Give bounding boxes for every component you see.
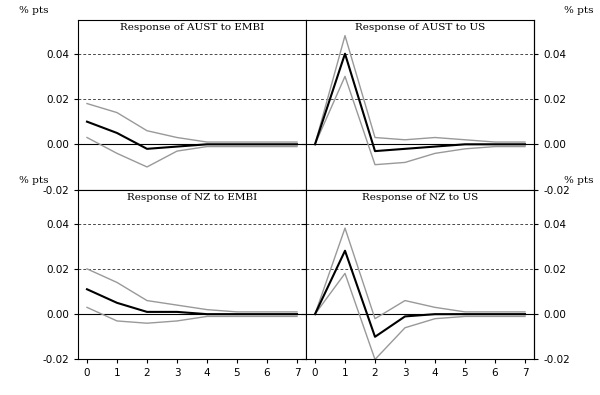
Text: % pts: % pts — [563, 175, 593, 184]
Text: % pts: % pts — [19, 6, 49, 15]
Text: % pts: % pts — [19, 175, 49, 184]
Text: Response of NZ to EMBI: Response of NZ to EMBI — [127, 193, 257, 202]
Text: Response of NZ to US: Response of NZ to US — [362, 193, 478, 202]
Text: Response of AUST to US: Response of AUST to US — [355, 23, 485, 32]
Text: Response of AUST to EMBI: Response of AUST to EMBI — [120, 23, 264, 32]
Text: % pts: % pts — [563, 6, 593, 15]
